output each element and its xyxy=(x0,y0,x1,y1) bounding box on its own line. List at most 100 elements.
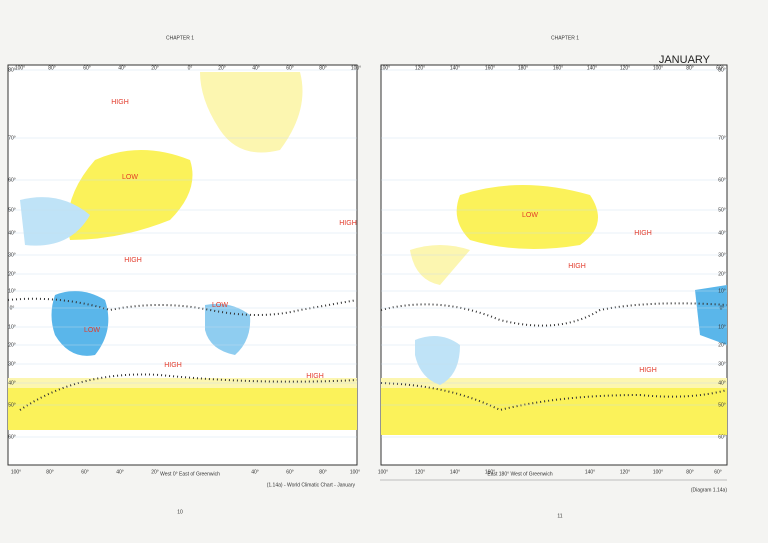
arctic-pale-zone xyxy=(200,72,303,153)
longitude-label: 180° xyxy=(518,65,528,71)
longitude-label: 80° xyxy=(686,469,694,475)
pressure-label: HIGH xyxy=(306,373,324,380)
longitude-label: 60° xyxy=(81,469,89,475)
pressure-label: HIGH xyxy=(639,367,657,374)
latitude-label: 60° xyxy=(8,177,16,183)
longitude-label: 100° xyxy=(15,65,25,71)
longitude-label: 60° xyxy=(286,65,294,71)
latitude-label: 70° xyxy=(718,135,726,141)
pressure-label: HIGH xyxy=(124,257,142,264)
latitude-label: 50° xyxy=(718,207,726,213)
caption: (Diagram 1.14a) xyxy=(691,487,727,493)
latitude-label: 30° xyxy=(8,361,16,367)
latitude-label: 0° xyxy=(10,305,15,311)
latitude-label: 10° xyxy=(8,288,16,294)
longitude-label: 40° xyxy=(118,65,126,71)
south-america-blue-zone xyxy=(695,285,727,345)
latitude-label: 60° xyxy=(8,434,16,440)
longitude-label: 60° xyxy=(714,469,722,475)
latitude-label: 80° xyxy=(718,67,726,73)
longitude-label: 160° xyxy=(485,65,495,71)
longitude-label: 40° xyxy=(251,469,259,475)
latitude-label: 20° xyxy=(8,342,16,348)
longitude-label: 80° xyxy=(686,65,694,71)
longitude-label: 80° xyxy=(319,469,327,475)
longitude-label: 80° xyxy=(46,469,54,475)
longitude-label: 100° xyxy=(11,469,21,475)
longitude-label: 120° xyxy=(415,65,425,71)
latitude-label: 20° xyxy=(8,271,16,277)
latitude-label: 40° xyxy=(8,230,16,236)
longitude-label: 80° xyxy=(319,65,327,71)
pressure-label: HIGH xyxy=(111,99,129,106)
latitude-label: 30° xyxy=(8,252,16,258)
longitude-label: 100° xyxy=(653,469,663,475)
latitude-label: 20° xyxy=(718,271,726,277)
meridian-note: East 180° West of Greenwich xyxy=(487,471,552,477)
latitude-label: 60° xyxy=(718,434,726,440)
longitude-label: 160° xyxy=(553,65,563,71)
pressure-label: HIGH xyxy=(634,230,652,237)
latitude-label: 30° xyxy=(718,361,726,367)
pressure-label: LOW xyxy=(212,302,228,309)
longitude-label: 80° xyxy=(48,65,56,71)
longitude-label: 100° xyxy=(653,65,663,71)
longitude-label: 140° xyxy=(585,469,595,475)
longitude-label: 40° xyxy=(116,469,124,475)
latitude-label: 50° xyxy=(8,207,16,213)
page-number: 11 xyxy=(557,513,562,519)
latitude-label: 70° xyxy=(8,135,16,141)
longitude-label: 100° xyxy=(380,65,390,71)
latitude-label: 50° xyxy=(8,402,16,408)
latitude-label: 10° xyxy=(718,288,726,294)
longitude-label: 40° xyxy=(252,65,260,71)
longitude-label: 20° xyxy=(151,469,159,475)
latitude-label: 80° xyxy=(8,67,16,73)
southern-yellow-band xyxy=(381,385,727,435)
longitude-label: 160° xyxy=(485,469,495,475)
pressure-label: HIGH xyxy=(568,263,586,270)
latitude-label: 40° xyxy=(718,230,726,236)
australia-blue-zone xyxy=(415,336,460,385)
pale-blue-zone xyxy=(20,197,90,246)
longitude-label: 60° xyxy=(716,65,724,71)
longitude-label: 20° xyxy=(151,65,159,71)
longitude-label: 60° xyxy=(286,469,294,475)
longitude-label: 140° xyxy=(450,65,460,71)
running-head: CHAPTER 1 xyxy=(166,35,194,41)
latitude-label: 0° xyxy=(720,305,725,311)
longitude-label: 140° xyxy=(587,65,597,71)
pressure-label: LOW xyxy=(84,327,100,334)
latitude-label: 40° xyxy=(718,380,726,386)
atlantic-yellow-zone xyxy=(67,150,193,240)
pressure-label: LOW xyxy=(122,174,138,181)
page-number: 10 xyxy=(177,509,183,515)
pressure-label: HIGH xyxy=(339,220,357,227)
meridian-note: West 0° East of Greenwich xyxy=(160,471,220,477)
latitude-label: 50° xyxy=(718,402,726,408)
latitude-label: 40° xyxy=(8,380,16,386)
front-line xyxy=(380,382,728,412)
latitude-label: 10° xyxy=(8,324,16,330)
latitude-label: 30° xyxy=(718,252,726,258)
map-title: JANUARY xyxy=(659,54,711,66)
pressure-label: LOW xyxy=(522,212,538,219)
longitude-label: 100° xyxy=(378,469,388,475)
southern-yellow-band xyxy=(8,385,357,430)
longitude-label: 120° xyxy=(620,469,630,475)
africa-blue-zone xyxy=(205,303,251,355)
caption: (1.14a) - World Climatic Chart - January xyxy=(267,482,356,488)
latitude-label: 20° xyxy=(718,342,726,348)
longitude-label: 100° xyxy=(351,65,361,71)
longitude-label: 100° xyxy=(350,469,360,475)
running-head: CHAPTER 1 xyxy=(551,35,579,41)
longitude-label: 120° xyxy=(415,469,425,475)
longitude-label: 140° xyxy=(450,469,460,475)
longitude-label: 60° xyxy=(83,65,91,71)
pressure-label: HIGH xyxy=(164,362,182,369)
south-america-blue-zone xyxy=(51,291,109,356)
longitude-label: 0° xyxy=(188,65,193,71)
latitude-label: 10° xyxy=(718,324,726,330)
